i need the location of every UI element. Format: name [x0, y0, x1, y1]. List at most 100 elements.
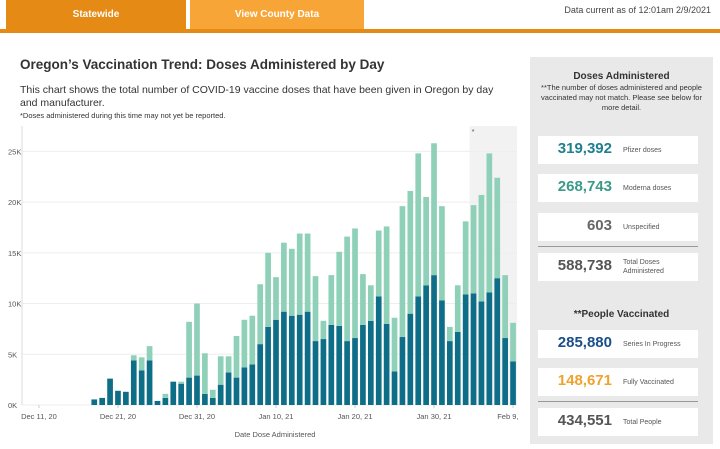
bar-moderna	[162, 393, 169, 398]
bar-pfizer	[186, 377, 192, 405]
bar-pfizer	[367, 320, 374, 405]
bar-moderna	[273, 277, 279, 320]
y-tick-label: 15K	[8, 249, 21, 258]
bar-pfizer	[454, 331, 461, 405]
bar-pfizer	[107, 378, 113, 405]
bar-pfizer	[194, 375, 200, 405]
data-current-timestamp: Data current as of 12:01am 2/9/2021	[564, 5, 711, 15]
bar-pfizer	[320, 339, 327, 405]
bar-pfizer	[170, 381, 177, 405]
bar-moderna	[407, 190, 414, 314]
bar-pfizer	[415, 296, 422, 405]
bar-moderna	[399, 206, 406, 338]
y-tick-label: 0K	[8, 401, 17, 410]
bar-moderna	[478, 194, 485, 302]
x-tick-label: Dec 11, 20	[21, 412, 57, 421]
total-people-label: Total People	[623, 418, 662, 426]
pfizer-doses-card: 319,392 Pfizer doses	[538, 136, 698, 164]
bar-moderna	[304, 233, 311, 312]
tab-view-county-data[interactable]: View County Data	[190, 0, 364, 29]
bar-moderna	[217, 356, 224, 385]
total-people-value: 434,551	[557, 412, 612, 429]
moderna-doses-label: Moderna doses	[623, 184, 672, 192]
bar-moderna	[225, 356, 232, 373]
chart-footnote: *Doses administered during this time may…	[20, 111, 226, 120]
bar-pfizer	[423, 285, 429, 405]
bar-moderna	[186, 321, 192, 378]
doses-total-divider	[538, 246, 698, 247]
y-tick-label: 20K	[8, 198, 21, 207]
bar-pfizer	[288, 315, 295, 405]
tab-statewide[interactable]: Statewide	[6, 0, 186, 29]
bar-moderna	[344, 236, 350, 342]
bar-pfizer	[352, 338, 358, 405]
bar-moderna	[470, 205, 477, 294]
bar-pfizer	[304, 311, 311, 405]
bar-pfizer	[399, 337, 406, 405]
series-in-progress-value: 285,880	[557, 334, 612, 351]
moderna-doses-card: 268,743 Moderna doses	[538, 174, 698, 202]
bar-moderna	[328, 275, 335, 325]
bar-moderna	[257, 284, 264, 345]
bar-moderna	[415, 153, 422, 297]
x-axis-title: Date Dose Administered	[235, 430, 316, 439]
y-tick-label: 10K	[8, 300, 21, 309]
header-divider	[0, 29, 720, 33]
bar-pfizer	[312, 341, 319, 405]
bar-pfizer	[178, 383, 185, 405]
bar-moderna	[454, 285, 461, 332]
top-bar: Statewide View County Data Data current …	[0, 0, 720, 34]
bar-pfizer	[209, 397, 216, 405]
doses-bar-chart[interactable]: * 0K 5K 10K 15K 20K 25K Dec 11, 20 Dec 21, 20 Dec…	[0, 120, 520, 449]
bar-moderna	[241, 319, 248, 368]
bar-moderna	[138, 357, 145, 371]
x-tick-label: Dec 21, 20	[100, 412, 136, 421]
moderna-doses-value: 268,743	[557, 178, 612, 195]
bar-pfizer	[162, 397, 169, 405]
bar-moderna	[194, 303, 200, 376]
bar-pfizer	[328, 324, 335, 405]
fully-vaccinated-value: 148,671	[557, 372, 612, 389]
x-tick-label: Jan 30, 21	[417, 412, 452, 421]
x-tick-label: Jan 20, 21	[338, 412, 373, 421]
bar-moderna	[462, 221, 469, 295]
bar-moderna	[391, 317, 398, 372]
bar-pfizer	[123, 391, 129, 405]
bar-moderna	[510, 322, 516, 362]
bar-pfizer	[257, 344, 264, 405]
bar-pfizer	[217, 384, 224, 405]
bar-pfizer	[431, 275, 437, 405]
x-tick-label: Dec 31, 20	[179, 412, 215, 421]
bar-moderna	[288, 248, 295, 316]
bar-pfizer	[273, 319, 279, 405]
bar-pfizer	[241, 367, 248, 405]
bar-moderna	[336, 251, 343, 326]
bar-pfizer	[360, 324, 366, 405]
bar-moderna	[352, 228, 358, 339]
bar-moderna	[146, 346, 153, 361]
bar-pfizer	[407, 313, 414, 405]
bar-pfizer	[138, 370, 145, 405]
summary-panel: Doses Administered **The number of doses…	[530, 57, 713, 444]
bar-moderna	[367, 285, 374, 321]
unspecified-doses-label: Unspecified	[623, 223, 660, 231]
bar-pfizer	[462, 294, 469, 405]
doses-note: **The number of doses administered and p…	[541, 83, 702, 112]
bar-moderna	[249, 315, 256, 365]
y-tick-label: 5K	[8, 350, 17, 359]
x-tick-label: Jan 10, 21	[258, 412, 293, 421]
total-doses-label: Total Doses Administered	[623, 259, 664, 275]
bar-moderna	[296, 233, 303, 315]
bar-pfizer	[478, 301, 485, 405]
bar-pfizer	[344, 341, 350, 405]
bar-moderna	[209, 389, 216, 398]
bar-moderna	[431, 143, 437, 276]
bar-moderna	[360, 274, 366, 325]
x-tick-label: Feb 9, 21	[497, 412, 520, 421]
bar-pfizer	[439, 300, 445, 405]
bar-moderna	[312, 276, 319, 342]
unspecified-doses-card: 603 Unspecified	[538, 213, 698, 241]
fully-vaccinated-card: 148,671 Fully Vaccinated	[538, 368, 698, 396]
bar-moderna	[486, 153, 493, 293]
bar-pfizer	[375, 296, 382, 405]
